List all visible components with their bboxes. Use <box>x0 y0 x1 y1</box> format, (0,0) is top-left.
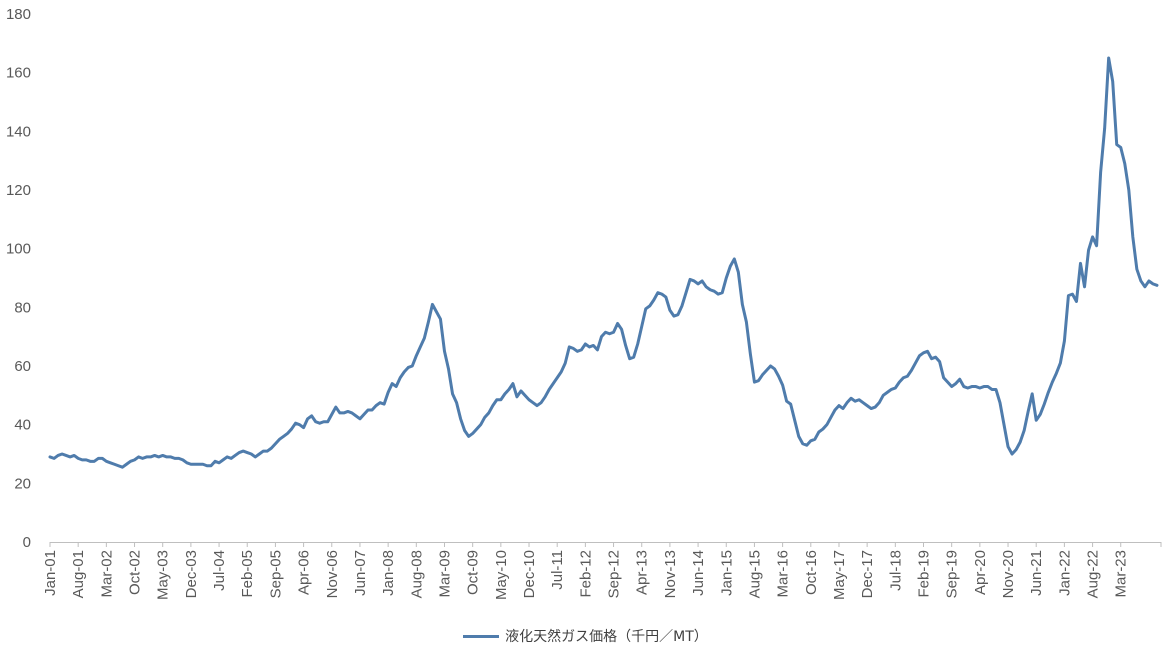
y-tick-label: 60 <box>14 358 31 375</box>
x-tick-label: Feb-12 <box>577 550 594 598</box>
x-tick-label: Dec-03 <box>183 550 200 598</box>
x-tick-label: Sep-19 <box>944 550 961 598</box>
x-tick-label: Jun-14 <box>690 550 707 596</box>
x-tick-label: Feb-19 <box>916 550 933 598</box>
x-axis-tick-labels: Jan-01 Aug-01 Mar-02 Oct-02 May-03 Dec-03 Jul-… <box>42 550 1130 600</box>
x-tick-label: Aug-01 <box>70 550 87 598</box>
x-tick-label: Aug-22 <box>1085 550 1102 598</box>
x-tick-label: Mar-16 <box>775 550 792 598</box>
x-tick-label: Dec-10 <box>521 550 538 598</box>
x-tick-label: Aug-15 <box>746 550 763 598</box>
x-tick-label: Jan-22 <box>1056 550 1073 596</box>
x-tick-label: May-03 <box>155 550 172 600</box>
x-tick-label: Mar-02 <box>98 550 115 598</box>
x-tick-label: Nov-13 <box>662 550 679 598</box>
x-axis-ticks <box>49 542 1162 547</box>
x-tick-label: Oct-16 <box>803 550 820 595</box>
x-tick-label: Jul-18 <box>887 550 904 591</box>
legend-swatch <box>463 634 500 638</box>
x-tick-label: May-17 <box>831 550 848 600</box>
x-tick-label: Feb-05 <box>239 550 256 598</box>
x-tick-label: Sep-12 <box>606 550 623 598</box>
x-tick-label: Oct-09 <box>465 550 482 595</box>
x-tick-label: Dec-17 <box>859 550 876 598</box>
x-tick-label: Jun-07 <box>352 550 369 596</box>
x-tick-label: Nov-06 <box>324 550 341 598</box>
legend-label: 液化天然ガス価格（千円／MT） <box>505 629 708 645</box>
legend: 液化天然ガス価格（千円／MT） <box>0 626 1171 646</box>
x-tick-label: Sep-05 <box>267 550 284 598</box>
x-tick-label: Apr-06 <box>296 550 313 595</box>
x-tick-label: May-10 <box>493 550 510 600</box>
y-tick-label: 100 <box>6 241 31 258</box>
y-tick-label: 80 <box>14 299 31 316</box>
y-tick-label: 40 <box>14 417 31 434</box>
x-tick-label: Jul-04 <box>211 550 228 591</box>
y-tick-label: 20 <box>14 475 31 492</box>
x-tick-label: Mar-23 <box>1113 550 1130 598</box>
y-axis-tick-labels: 0 20 40 60 80 100 120 140 160 180 <box>6 6 31 551</box>
y-tick-label: 140 <box>6 123 31 140</box>
x-tick-label: Jan-15 <box>718 550 735 596</box>
x-tick-label: Jun-21 <box>1028 550 1045 596</box>
series-group <box>48 56 1159 469</box>
x-tick-label: Mar-09 <box>436 550 453 598</box>
x-tick-label: Jul-11 <box>549 550 566 590</box>
x-tick-label: Jan-08 <box>380 550 397 596</box>
x-tick-label: Nov-20 <box>1000 550 1017 598</box>
x-tick-label: Apr-13 <box>634 550 651 595</box>
x-tick-label: Aug-08 <box>408 550 425 598</box>
x-tick-label: Oct-02 <box>127 550 144 595</box>
series-line <box>48 56 1159 469</box>
y-tick-label: 180 <box>6 6 31 23</box>
x-tick-label: Apr-20 <box>972 550 989 595</box>
y-tick-label: 0 <box>23 534 31 551</box>
y-tick-label: 120 <box>6 182 31 199</box>
x-tick-label: Jan-01 <box>42 550 59 596</box>
y-tick-label: 160 <box>6 65 31 82</box>
